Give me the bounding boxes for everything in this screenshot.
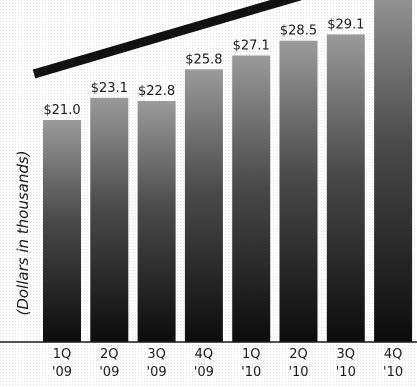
x-tick-year: '10 [241,365,261,380]
value-label: $29.1 [327,17,364,32]
value-label: $23.1 [91,81,128,96]
bar-2Q-10 [279,40,318,342]
x-tick-year: '09 [194,365,214,380]
value-label: $22.8 [138,84,175,99]
x-tick-year: '09 [52,365,72,380]
x-tick-quarter: 3Q [337,347,356,362]
trend-arrow-shaft [32,0,302,79]
bar-4Q-10 [374,0,413,342]
bar-1Q-09 [43,120,81,342]
x-tick-year: '10 [288,365,308,380]
value-labels-group: $21.0 $23.1 $22.8 $25.8 $27.1 $28.5 $29.1 [43,17,364,118]
x-tick-year: '10 [383,365,403,380]
x-tick-quarter: 4Q [384,347,403,362]
trend-arrow [32,0,302,79]
bar-2Q-09 [90,97,129,342]
value-label: $27.1 [233,39,270,54]
y-axis-label: (Dollars in thousands) [14,150,32,315]
value-label: $28.5 [280,24,317,39]
value-label: $25.8 [185,52,222,67]
x-tick-quarter: 2Q [289,347,308,362]
x-tick-year: '09 [99,365,119,380]
x-tick-quarter: 4Q [195,347,214,362]
x-tick-quarter: 2Q [100,347,119,362]
x-tick-year: '10 [336,365,356,380]
value-label: $21.0 [43,103,80,118]
x-tick-labels-group: 1Q '09 2Q '09 3Q '09 4Q '09 1Q '10 2Q '10 3Q '10 4Q '10 [52,347,403,380]
x-tick-year: '09 [147,365,167,380]
x-tick-quarter: 3Q [147,347,166,362]
bar-3Q-09 [137,101,176,342]
x-tick-quarter: 1Q [242,347,261,362]
bar-1Q-10 [232,55,271,342]
bars-group [43,0,413,343]
bar-3Q-10 [326,34,365,343]
x-tick-quarter: 1Q [53,347,72,362]
bar-4Q-09 [184,69,223,343]
